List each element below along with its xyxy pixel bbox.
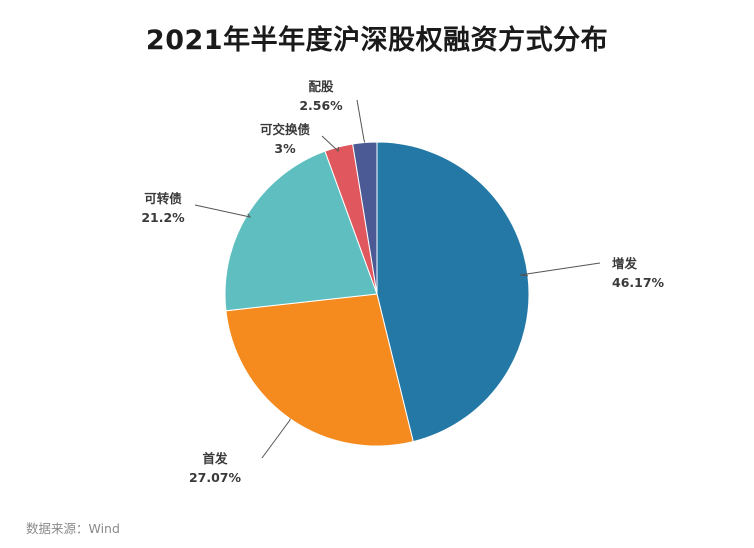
slice-value-label-0: 46.17% — [612, 275, 665, 290]
slice-name-label-0: 增发 — [612, 256, 638, 271]
chart-title: 2021年半年度沪深股权融资方式分布 — [145, 25, 609, 56]
slice-value-label-2: 21.2% — [141, 210, 185, 225]
slice-value-label-1: 27.07% — [189, 470, 242, 485]
leader-line-3 — [321, 135, 340, 153]
slice-name-label-3: 可交换债 — [260, 122, 311, 137]
slice-name-label-1: 首发 — [202, 451, 228, 466]
leader-line-1 — [261, 418, 291, 459]
source-note: 数据来源：Wind — [26, 521, 120, 536]
slice-value-label-4: 2.56% — [299, 98, 343, 113]
leader-line-2 — [194, 204, 252, 218]
leader-lines — [194, 99, 601, 459]
pie-slices — [224, 141, 530, 447]
slice-labels: 增发 46.17% 首发 27.07% 可转债 21.2% 可交换债 3% 配股 2.56% — [141, 79, 664, 485]
leader-line-4 — [356, 99, 366, 143]
leader-line-0 — [519, 262, 601, 277]
slice-name-label-4: 配股 — [308, 79, 334, 94]
slice-value-label-3: 3% — [274, 141, 296, 156]
slice-name-label-2: 可转债 — [144, 191, 182, 206]
